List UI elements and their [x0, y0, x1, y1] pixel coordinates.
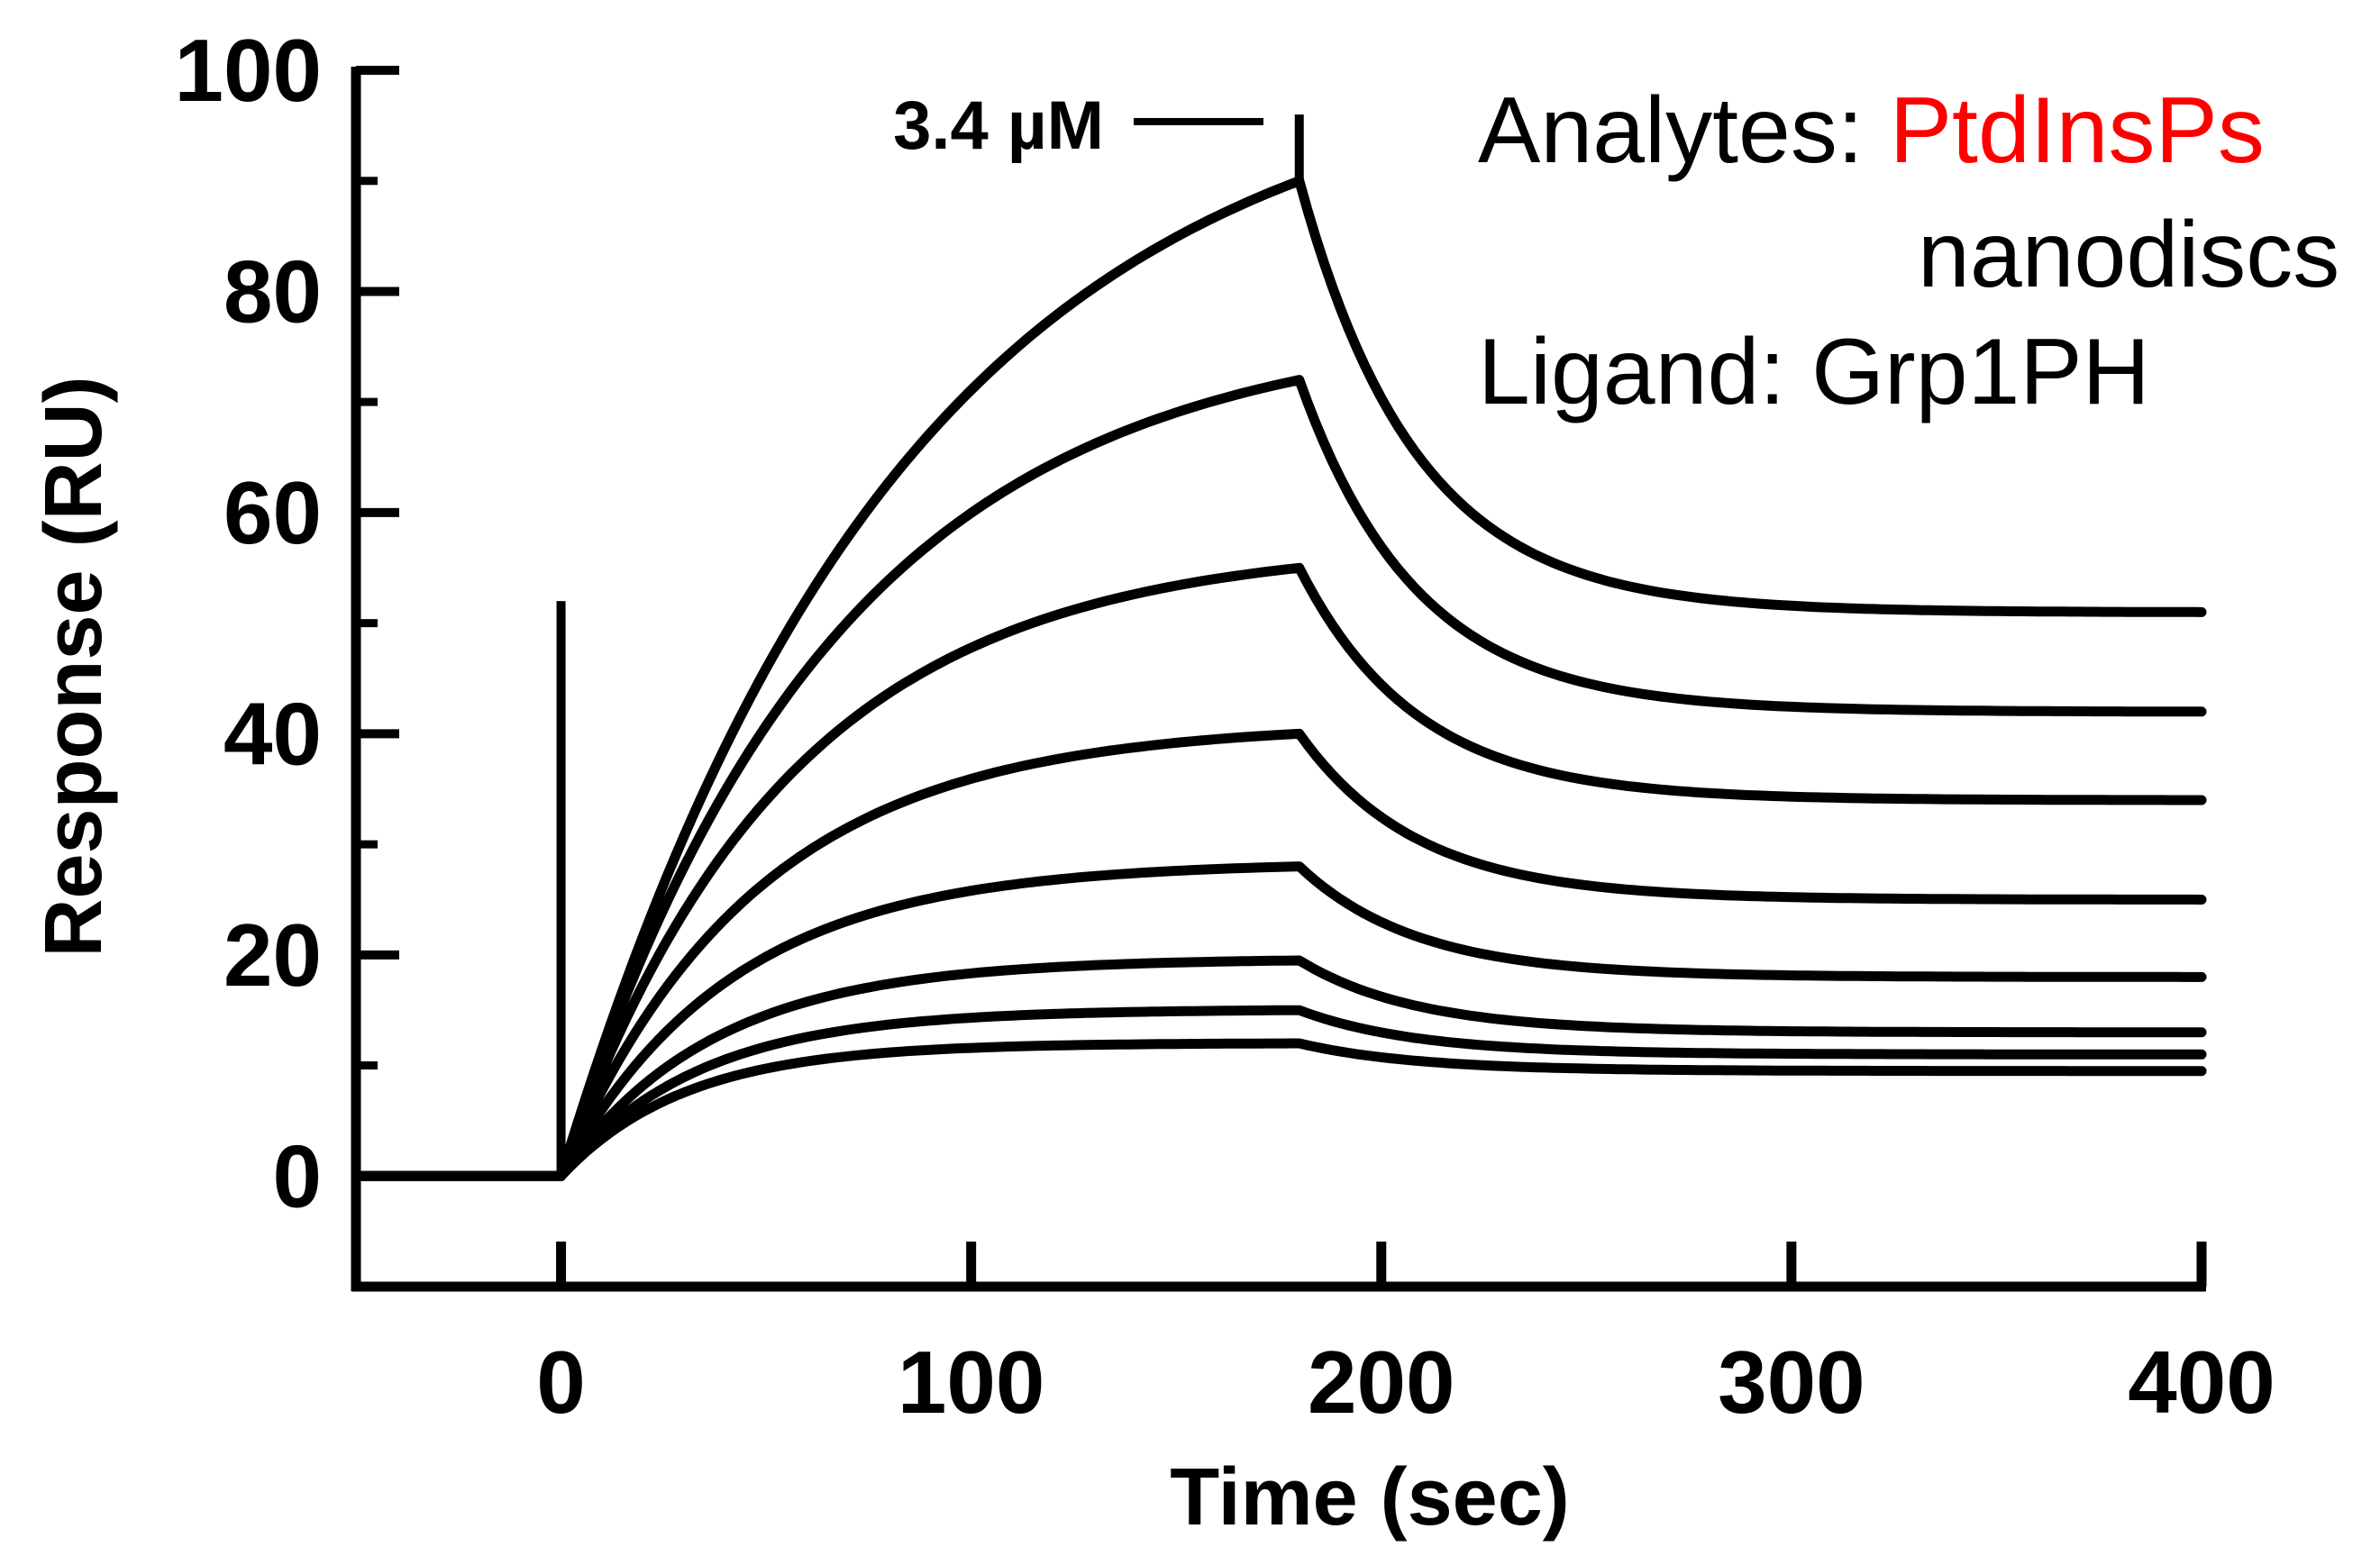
y-tick-label: 0 [272, 1126, 322, 1225]
x-tick-label: 300 [1718, 1333, 1865, 1432]
y-tick-label: 80 [223, 241, 322, 341]
series-line [351, 1005, 2207, 1181]
x-axis-title: Time (sec) [1170, 1452, 1570, 1542]
y-tick-label: 60 [223, 463, 322, 562]
series-line [351, 562, 2207, 1181]
x-tick-label: 100 [898, 1333, 1045, 1432]
series-line [351, 176, 2207, 1181]
y-tick-label: 100 [174, 21, 322, 120]
series-line [351, 861, 2207, 1181]
x-tick-label: 400 [2128, 1333, 2275, 1432]
series-line [351, 1038, 2207, 1181]
series-line [351, 955, 2207, 1181]
y-tick-label: 40 [223, 684, 322, 783]
legend-line-analytes: Analytes: PtdInsPs [1478, 78, 2265, 183]
ticks-group: 0 20 40 60 80 100 0 100 200 300 400 [174, 21, 2275, 1432]
concentration-annotation: 3.4 µM [893, 87, 1104, 164]
legend-line-ligand: Ligand: Grp1PH [1478, 320, 2150, 424]
x-tick-label: 0 [536, 1333, 586, 1432]
legend-analytes-prefix: Analytes: [1478, 78, 1890, 183]
x-tick-label: 200 [1308, 1333, 1455, 1432]
axes-group [351, 67, 2206, 1292]
series-line [351, 728, 2207, 1181]
y-axis-title: Response (RU) [29, 376, 119, 957]
legend-analytes-highlight: PtdInsPs [1890, 78, 2265, 183]
series-line [351, 375, 2207, 1181]
y-tick-label: 20 [223, 905, 322, 1005]
legend-line-nanodiscs: nanodiscs [1918, 203, 2339, 307]
curves-group [351, 114, 2207, 1181]
